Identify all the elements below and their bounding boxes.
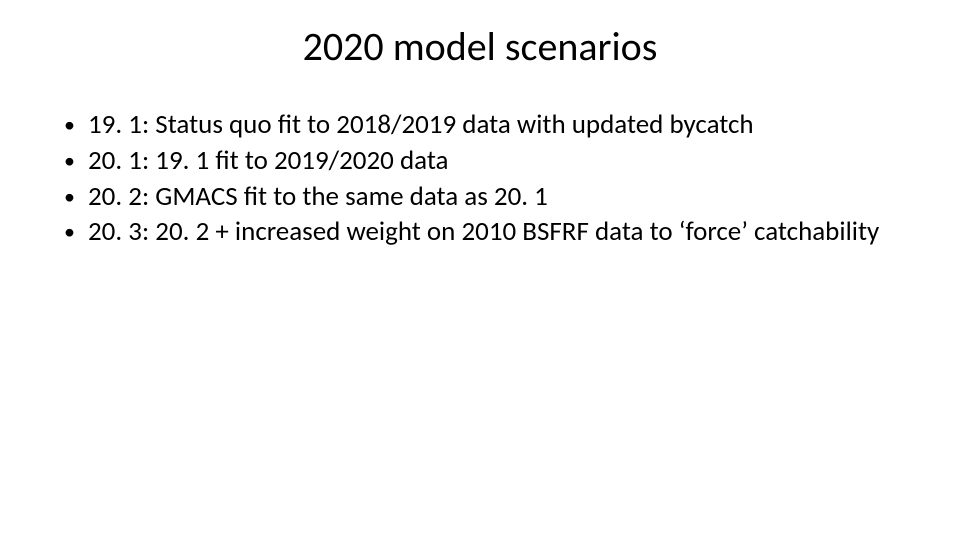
list-item: 19. 1: Status quo fit to 2018/2019 data … — [58, 108, 902, 142]
list-item: 20. 1: 19. 1 fit to 2019/2020 data — [58, 144, 902, 178]
list-item: 20. 3: 20. 2 + increased weight on 2010 … — [58, 215, 902, 249]
list-item: 20. 2: GMACS fit to the same data as 20.… — [58, 180, 902, 214]
slide: 2020 model scenarios 19. 1: Status quo f… — [0, 0, 960, 540]
slide-body: 19. 1: Status quo fit to 2018/2019 data … — [58, 108, 902, 251]
slide-title: 2020 model scenarios — [0, 22, 960, 71]
bullet-list: 19. 1: Status quo fit to 2018/2019 data … — [58, 108, 902, 249]
